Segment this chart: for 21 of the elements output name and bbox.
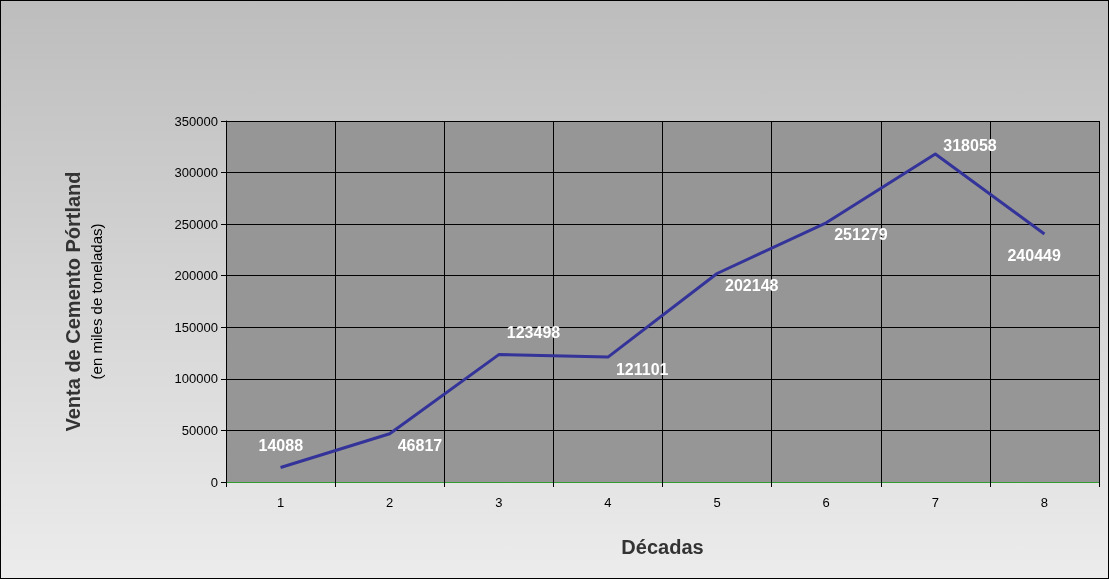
data-label: 46817 (397, 437, 443, 455)
x-tick-label: 7 (931, 495, 939, 510)
y-tick-label: 50000 (181, 422, 218, 438)
y-tick-label: 100000 (174, 371, 218, 387)
y-tick-label: 0 (210, 474, 218, 490)
x-tick-label: 6 (822, 495, 830, 510)
y-axis-title: Venta de Cemento Pórtland (en miles de toneladas) (62, 171, 105, 432)
data-label: 14088 (258, 436, 304, 454)
x-tick-label: 2 (386, 495, 394, 510)
x-tick-label: 3 (495, 495, 503, 510)
x-tick-label: 8 (1040, 495, 1049, 510)
y-tick-label: 150000 (174, 319, 218, 335)
x-tick-label: 1 (276, 495, 285, 510)
y-tick-label: 200000 (174, 268, 218, 284)
y-tick-label: 350000 (174, 113, 218, 129)
x-axis-title: Décadas (621, 536, 704, 558)
x-tick-label: 5 (713, 495, 721, 510)
y-tick-label: 300000 (174, 165, 218, 181)
x-tick-label: 4 (604, 495, 612, 510)
y-tick-label: 250000 (174, 216, 218, 232)
data-label: 240449 (1007, 247, 1061, 265)
